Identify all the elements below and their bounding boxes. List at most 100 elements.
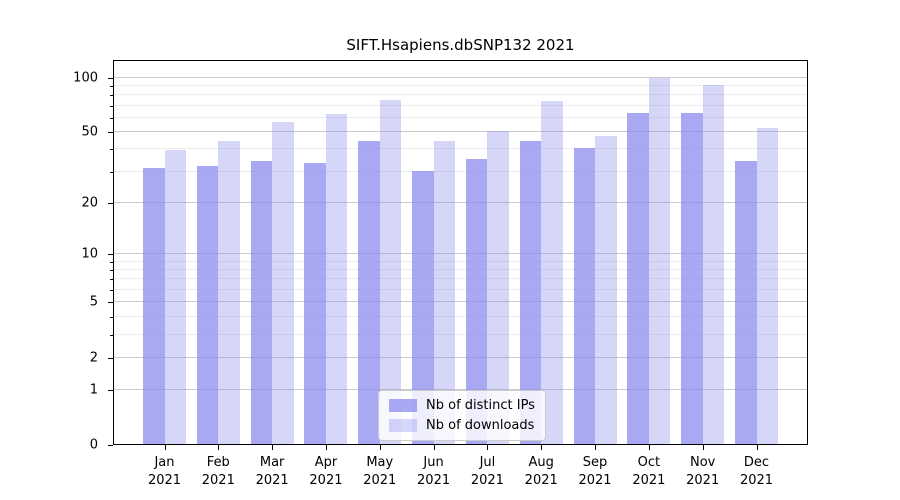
gridline-minor [114, 84, 807, 86]
x-tick-label: Nov 2021 [686, 454, 719, 490]
bar-distinct-ips [573, 148, 596, 444]
gridline-major [114, 131, 807, 133]
bar-downloads [595, 135, 617, 444]
x-tick-mark [487, 445, 489, 450]
gridline-minor [114, 278, 807, 280]
bar-distinct-ips [196, 165, 219, 444]
x-tick-year: 2021 [147, 473, 182, 488]
x-tick-month: Apr [314, 455, 338, 470]
x-tick-label: Mar 2021 [256, 454, 289, 490]
legend-label-distinct-ips: Nb of distinct IPs [426, 398, 535, 413]
x-tick-month: Aug [528, 455, 554, 470]
y-tick-label: 0 [89, 437, 98, 453]
gridline-minor [114, 289, 807, 291]
x-tick-month: Sep [582, 455, 608, 470]
y-minor-tick-mark [110, 334, 113, 336]
y-minor-tick-mark [110, 279, 113, 281]
bar-downloads [272, 122, 294, 444]
y-tick-label: 20 [81, 195, 98, 211]
x-tick-year: 2021 [255, 473, 289, 488]
bar-distinct-ips [627, 112, 649, 444]
x-tick-label: Jul 2021 [471, 454, 504, 490]
x-tick-month: Jun [423, 455, 444, 470]
x-tick-month: Nov [689, 455, 716, 470]
gridline-minor [114, 170, 807, 172]
chart-title: SIFT.Hsapiens.dbSNP132 2021 [346, 36, 575, 54]
y-tick-label: 50 [81, 124, 98, 140]
bar-downloads [756, 127, 778, 444]
x-tick-label: Feb 2021 [202, 454, 235, 490]
x-tick-month: Oct [637, 455, 661, 470]
x-tick-year: 2021 [686, 473, 720, 488]
x-tick-month: Jul [479, 455, 496, 470]
x-tick-mark [702, 445, 704, 450]
legend-entry-downloads: Nb of downloads [389, 418, 535, 433]
gridline-major [114, 201, 807, 203]
x-tick-label: Apr 2021 [309, 454, 342, 490]
y-minor-tick-mark [110, 171, 113, 173]
y-tick-mark [108, 132, 113, 133]
x-tick-label: Aug 2021 [525, 454, 558, 490]
y-tick-label: 100 [73, 70, 98, 86]
gridline-major [114, 76, 807, 78]
legend: Nb of distinct IPs Nb of downloads [378, 390, 546, 441]
legend-label-downloads: Nb of downloads [426, 418, 535, 433]
y-tick-mark [108, 77, 113, 79]
x-tick-month: Jan [154, 455, 175, 470]
x-tick-mark [218, 445, 220, 450]
gridline-minor [114, 315, 807, 317]
bar-distinct-ips [465, 158, 488, 444]
x-tick-month: Dec [743, 455, 770, 470]
x-tick-year: 2021 [201, 473, 235, 488]
y-tick-mark [108, 389, 113, 391]
y-tick-mark [108, 357, 113, 359]
x-tick-month: May [366, 455, 394, 470]
bar-distinct-ips [681, 112, 703, 444]
y-tick-label: 2 [89, 350, 98, 366]
gridline-major [114, 388, 807, 390]
x-tick-year: 2021 [363, 473, 397, 488]
y-tick-mark [108, 302, 113, 304]
x-tick-label: Jun 2021 [417, 454, 450, 490]
gridline-minor [114, 260, 807, 262]
gridline-major [114, 253, 807, 255]
y-tick-mark [108, 445, 113, 446]
bar-distinct-ips [304, 163, 326, 444]
legend-entry-distinct-ips: Nb of distinct IPs [389, 398, 535, 413]
bar-downloads [433, 140, 456, 444]
x-tick-year: 2021 [417, 473, 451, 488]
y-minor-tick-mark [110, 149, 113, 151]
gridline-minor [114, 104, 807, 106]
bar-downloads [541, 101, 563, 444]
x-tick-mark [756, 445, 758, 450]
y-minor-tick-mark [110, 290, 113, 292]
plot-area: Nb of distinct IPs Nb of downloads [113, 60, 808, 445]
gridline-minor [114, 116, 807, 118]
bar-distinct-ips [412, 170, 434, 444]
x-tick-mark [595, 445, 597, 450]
gridline-minor [114, 333, 807, 335]
bar-downloads [702, 84, 725, 444]
y-tick-label: 10 [81, 246, 98, 262]
y-tick-label: 1 [89, 382, 98, 398]
x-axis: Jan 2021 Feb 2021 Mar 2021 Apr 2021 May 2021 Jun 20… [113, 445, 808, 500]
x-tick-month: Feb [206, 455, 230, 470]
x-tick-month: Mar [259, 455, 285, 470]
gridline-major [114, 356, 807, 358]
x-tick-year: 2021 [739, 473, 774, 488]
x-tick-label: Jan 2021 [148, 454, 181, 490]
x-tick-label: Dec 2021 [740, 454, 773, 490]
bar-distinct-ips [735, 160, 757, 444]
x-tick-label: Oct 2021 [632, 454, 665, 490]
x-tick-mark [164, 445, 166, 450]
bar-downloads [218, 140, 240, 444]
x-tick-year: 2021 [578, 473, 612, 488]
bar-downloads [487, 131, 509, 444]
y-tick-mark [108, 254, 113, 256]
bar-distinct-ips [250, 160, 273, 444]
bar-distinct-ips [519, 140, 542, 444]
y-tick-label: 5 [89, 294, 98, 310]
x-tick-mark [325, 445, 327, 450]
bar-downloads [648, 78, 671, 444]
